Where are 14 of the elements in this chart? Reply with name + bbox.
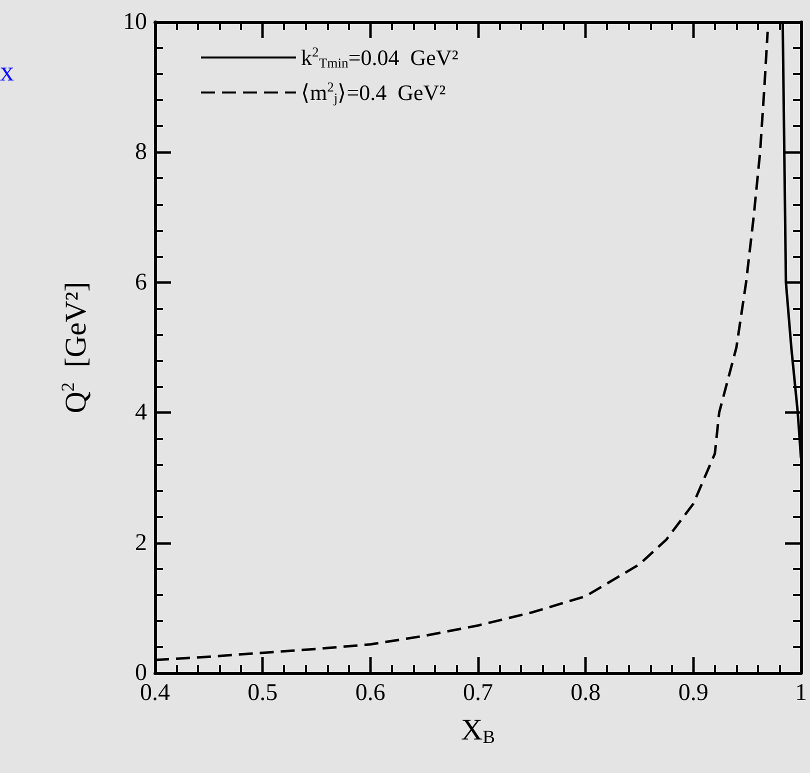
x-tick-label: 0.4 bbox=[140, 680, 170, 706]
x-tick-label: 0.7 bbox=[463, 680, 493, 706]
y-tick-label: 6 bbox=[135, 269, 147, 296]
y-tick-label: 2 bbox=[135, 530, 147, 556]
y-tick-label: 4 bbox=[135, 400, 147, 426]
x-tick-label: 0.5 bbox=[248, 680, 278, 706]
y-tick-label: 10 bbox=[123, 9, 147, 35]
y-axis-title: Q2 [GeV²] bbox=[58, 282, 92, 414]
text: x bbox=[0, 56, 14, 88]
x-tick-label: 1 bbox=[795, 680, 807, 706]
x-tick-label: 0.6 bbox=[355, 680, 386, 706]
x-tick-label: 0.9 bbox=[678, 680, 708, 706]
x-tick-label: 0.8 bbox=[570, 680, 601, 706]
y-tick-label: 8 bbox=[135, 139, 147, 166]
